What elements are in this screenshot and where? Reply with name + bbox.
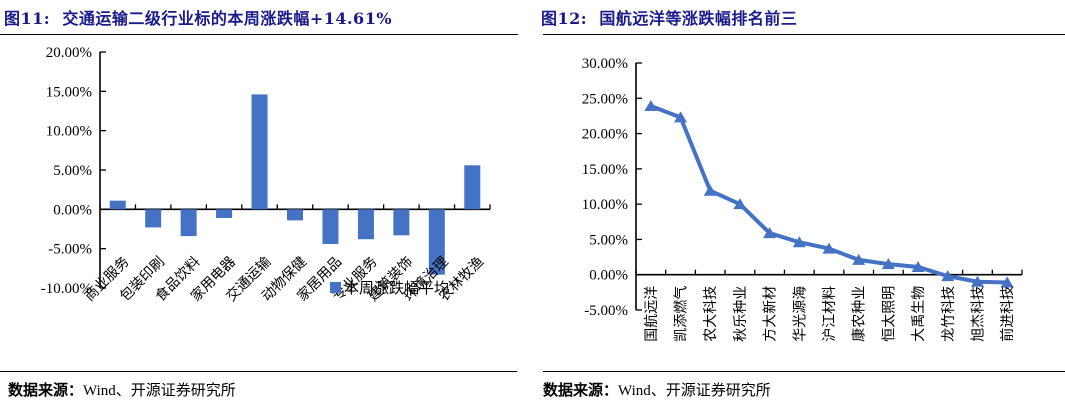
source-text: Wind、开源证券研究所 [618,383,771,399]
triangle-marker-前进科技 [1000,276,1014,288]
figure-11-source: 数据来源：Wind、开源证券研究所 [8,379,236,400]
y-tick-label: -10.00% [41,281,92,297]
y-tick-label: 20.00% [582,127,628,143]
triangle-marker-康农种业 [852,253,866,265]
x-category-label: 大禹生物 [911,286,927,342]
figure-12-source-rule [543,371,1065,372]
x-category-label: 国航远洋 [644,286,660,342]
triangle-marker-国航远洋 [644,100,658,112]
bar-建筑装饰 [393,209,410,236]
x-category-label: 康农种业 [851,286,868,342]
bar-交通运输 [251,94,268,210]
triangle-marker-凯添燃气 [674,111,688,123]
y-tick-label: 0.00% [53,202,92,218]
y-tick-label: 20.00% [46,45,92,61]
figure-12-title-rule [543,34,1065,35]
bar-家用电器 [216,209,233,218]
y-tick-label: 5.00% [53,163,92,179]
x-category-label: 前进科技 [999,286,1016,342]
triangle-marker-方大新材 [763,227,777,239]
bar-包装印刷 [145,209,162,228]
x-category-label: 秋乐种业 [733,286,749,342]
y-tick-label: -5.00% [48,242,92,258]
figure-11-title-rule [0,34,518,35]
triangle-marker-华光源海 [792,236,806,248]
y-tick-label: 25.00% [582,91,628,107]
y-tick-label: 5.00% [589,232,628,248]
triangle-marker-大禹生物 [911,260,925,272]
source-label: 数据来源： [8,383,84,399]
y-tick-label: 0.00% [589,268,628,284]
figure-11-title: 图11: 交通运输二级行业标的本周涨跌幅+14.61% [4,9,393,28]
triangle-marker-恒太照明 [881,258,895,270]
x-category-label: 农大科技 [703,286,719,342]
y-tick-label: 15.00% [582,162,628,178]
y-tick-label: 10.00% [582,197,628,213]
x-category-label: 龙竹科技 [941,286,957,342]
figure-12-panel: 图12: 国航远洋等涨跌幅排名前三 30.00% 25.00% 20.00% 15.0… [533,0,1065,412]
x-category-label: 华光源海 [792,286,808,342]
x-category-label: 旭杰科技 [970,286,986,342]
legend-label: 本周涨跌幅平均 [344,279,449,297]
data-line [650,104,1008,285]
legend-swatch [330,282,341,293]
source-label: 数据来源： [543,383,619,399]
bar-动物保健 [287,209,303,221]
x-category-label: 恒太照明 [881,286,897,342]
triangle-marker-旭杰科技 [970,275,984,287]
figure-12-source: 数据来源：Wind、开源证券研究所 [543,379,771,400]
x-category-label: 凯添燃气 [673,286,690,342]
triangle-marker-农大科技 [703,184,717,196]
triangle-marker-秋乐种业 [733,198,747,210]
source-text: Wind、开源证券研究所 [83,383,236,399]
triangle-marker-沪江材料 [822,242,836,254]
bar-商业服务 [109,200,126,210]
bar-专业服务 [357,209,374,240]
bar-家居用品 [322,209,339,244]
figure-11-source-rule [0,371,517,372]
y-tick-label: -5.00% [584,303,628,319]
figure-11-bar-chart: 20.00% 15.00% 10.00% 5.00% 0.00% -5.00% -10.00… [41,45,491,305]
bar-食品饮料 [180,209,197,237]
bar-农林牧渔 [464,165,481,210]
triangle-marker-龙竹科技 [941,270,955,282]
figure-12-title: 图12: 国航远洋等涨跌幅排名前三 [541,9,798,28]
bar-环境治理 [428,209,445,275]
y-tick-label: 30.00% [582,56,628,72]
y-tick-label: 10.00% [46,124,92,140]
y-tick-label: 15.00% [46,84,92,100]
x-category-label: 方大新材 [763,286,779,342]
figure-12-line-chart: 30.00% 25.00% 20.00% 15.00% 10.00% 5.00% 0.00%… [582,56,1023,342]
x-category-label: 沪江材料 [822,286,838,342]
figure-11-panel: 图11: 交通运输二级行业标的本周涨跌幅+14.61% 20.00% 15.00%… [0,0,532,412]
